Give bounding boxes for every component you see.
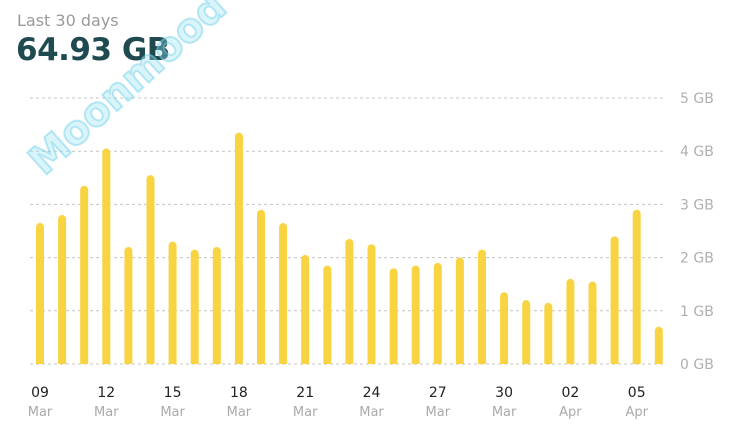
bar-06-apr[interactable] [654, 326, 663, 364]
x-tick-month: Mar [359, 405, 384, 420]
x-tick-month: Apr [559, 405, 582, 420]
x-tick-day: 18 [230, 385, 248, 401]
y-tick-label: 1 GB [680, 304, 714, 320]
bar-12-mar[interactable] [102, 148, 111, 364]
x-tick-month: Mar [160, 405, 185, 420]
x-tick-day: 15 [164, 385, 182, 401]
total-usage: 64.93 GB [16, 32, 170, 68]
x-tick-day: 30 [495, 385, 513, 401]
bar-13-mar[interactable] [124, 246, 133, 364]
bar-10-mar[interactable] [58, 215, 67, 364]
x-tick-day: 02 [561, 385, 579, 401]
bar-16-mar[interactable] [190, 249, 199, 364]
bar-19-mar[interactable] [257, 209, 265, 364]
bar-24-mar[interactable] [367, 244, 376, 364]
bar-27-mar[interactable] [433, 262, 442, 364]
x-tick-month: Mar [28, 405, 53, 420]
bar-15-mar[interactable] [168, 241, 177, 364]
x-tick-day: 27 [429, 385, 447, 401]
x-tick-month: Mar [492, 405, 517, 420]
y-tick-label: 3 GB [680, 197, 714, 213]
y-tick-label: 0 GB [680, 357, 714, 373]
y-tick-label: 2 GB [680, 251, 714, 267]
period-label: Last 30 days [17, 11, 119, 30]
bar-20-mar[interactable] [279, 223, 288, 364]
y-tick-label: 5 GB [680, 91, 714, 107]
bar-14-mar[interactable] [146, 175, 155, 364]
bar-25-mar[interactable] [389, 268, 398, 364]
x-tick-day: 24 [363, 385, 381, 401]
x-tick-day: 09 [31, 385, 49, 401]
bar-01-apr[interactable] [544, 302, 553, 364]
bar-04-apr[interactable] [610, 236, 619, 364]
bar-21-mar[interactable] [301, 254, 310, 364]
bar-18-mar[interactable] [234, 132, 243, 364]
x-tick-month: Mar [94, 405, 119, 420]
x-tick-day: 05 [628, 385, 646, 401]
bar-29-mar[interactable] [478, 249, 486, 364]
bar-05-apr[interactable] [632, 209, 641, 364]
bar-02-apr[interactable] [566, 278, 575, 364]
bar-09-mar[interactable] [36, 223, 44, 364]
x-tick-day: 21 [296, 385, 314, 401]
x-tick-day: 12 [97, 385, 115, 401]
x-tick-month: Mar [426, 405, 451, 420]
bar-26-mar[interactable] [411, 265, 420, 364]
bar-31-mar[interactable] [522, 300, 531, 364]
bar-03-apr[interactable] [588, 281, 597, 364]
bar-23-mar[interactable] [345, 238, 354, 364]
y-tick-label: 4 GB [680, 144, 714, 160]
bar-22-mar[interactable] [323, 265, 332, 364]
x-tick-month: Mar [293, 405, 318, 420]
bar-28-mar[interactable] [455, 257, 464, 364]
bar-30-mar[interactable] [500, 292, 509, 364]
bar-17-mar[interactable] [212, 246, 221, 364]
x-tick-month: Apr [625, 405, 648, 420]
bar-11-mar[interactable] [80, 185, 89, 364]
x-tick-month: Mar [227, 405, 252, 420]
